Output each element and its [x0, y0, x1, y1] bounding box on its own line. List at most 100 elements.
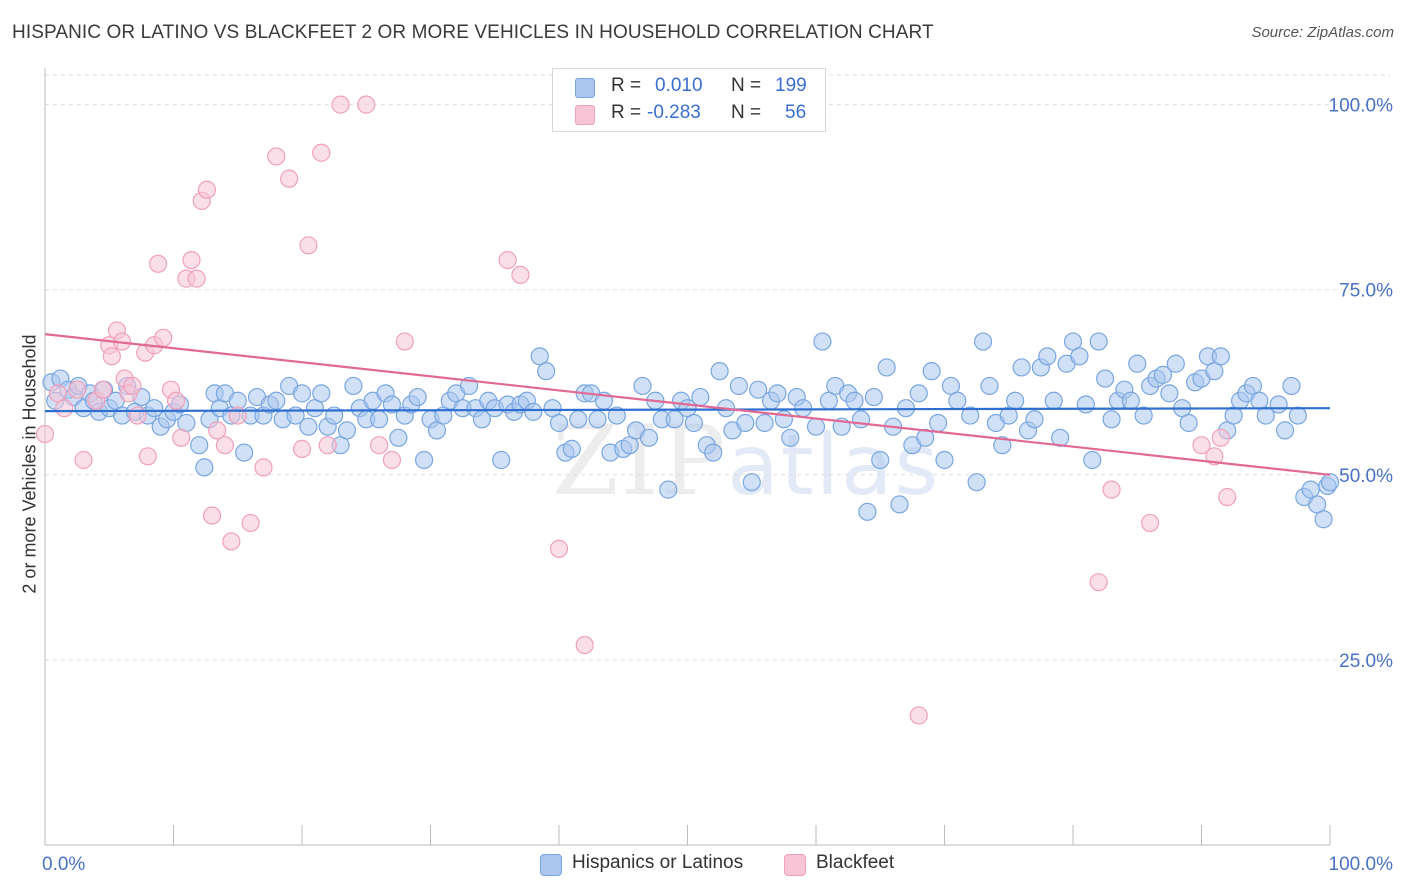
blackfeet-point [370, 436, 389, 455]
hispanics-point [633, 376, 652, 396]
blackfeet-point [511, 265, 530, 285]
hispanics-point [389, 428, 408, 447]
blackfeet-point [166, 391, 186, 410]
hispanics-point [993, 436, 1012, 455]
hispanics-point [755, 413, 774, 433]
hispanics-point [1288, 406, 1307, 425]
hispanics-point [1076, 395, 1095, 414]
hispanics-point [794, 399, 813, 418]
blackfeet-point [312, 143, 331, 162]
blackfeet-point [35, 424, 55, 444]
blackfeet-point [187, 269, 206, 288]
series-swatch-hispanics [540, 854, 562, 876]
hispanics-point [537, 362, 556, 381]
series-label-hispanics: Hispanics or Latinos [572, 852, 744, 873]
blackfeet-point [280, 169, 299, 188]
blackfeet-point [254, 458, 273, 477]
hispanics-point [370, 410, 389, 429]
blackfeet-point [299, 236, 318, 255]
blackfeet-point [575, 635, 594, 655]
blackfeet-point [148, 254, 168, 273]
hispanics-point [1012, 358, 1031, 377]
hispanics-point [928, 413, 948, 433]
hispanics-point [813, 332, 832, 351]
blackfeet-point [55, 399, 74, 418]
legend-r-value: -0.283 [647, 102, 701, 123]
hispanics-point [299, 417, 318, 436]
hispanics-point [980, 376, 999, 396]
hispanics-point [890, 495, 909, 514]
hispanics-point [742, 473, 761, 492]
blackfeet-point [1218, 487, 1237, 507]
hispanics-point [1282, 376, 1301, 396]
hispanics-point [845, 391, 864, 410]
blackfeet-point [357, 95, 376, 114]
hispanics-point [1179, 413, 1198, 433]
hispanics-point [864, 387, 883, 407]
hispanics-point [768, 384, 787, 403]
hispanics-point [973, 332, 993, 351]
hispanics-point [235, 443, 254, 462]
hispanics-point [292, 384, 312, 403]
blackfeet-point [93, 380, 112, 399]
hispanics-point [1038, 347, 1057, 366]
hispanics-point [916, 428, 935, 447]
hispanics-point [1134, 406, 1153, 425]
hispanics-point [858, 502, 877, 521]
blackfeet-trend-line [44, 333, 1331, 476]
hispanics-point [1153, 365, 1173, 384]
blackfeet-point [202, 506, 222, 525]
hispanics-point [710, 362, 729, 381]
hispanics-point [1083, 450, 1102, 470]
legend-n-value: 56 [785, 102, 807, 123]
blackfeet-point [1192, 436, 1211, 455]
hispanics-point [736, 413, 755, 433]
hispanics-point [312, 384, 331, 403]
hispanics-point [1121, 391, 1140, 410]
blackfeet-point [68, 380, 87, 399]
hispanics-point [691, 387, 710, 407]
hispanics-point [1128, 354, 1147, 373]
hispanics-point [562, 439, 581, 458]
legend-swatch-blackfeet [575, 105, 595, 125]
blackfeet-point [498, 250, 517, 270]
hispanics-point [1166, 354, 1185, 373]
blackfeet-point [292, 439, 312, 458]
hispanics-point [1320, 473, 1340, 492]
hispanics-point [877, 358, 896, 377]
blackfeet-point [222, 532, 241, 551]
blackfeet-point [549, 539, 569, 558]
hispanics-point [607, 406, 626, 425]
y-tick-label: 25.0% [1339, 651, 1393, 672]
hispanics-point [408, 387, 427, 407]
trend-lines [44, 333, 1331, 476]
hispanics-point [1102, 410, 1121, 429]
hispanics-point [781, 428, 800, 447]
hispanics-point [639, 428, 659, 447]
hispanics-point [1160, 384, 1179, 403]
chart-title: HISPANIC OR LATINO VS BLACKFEET 2 OR MOR… [12, 22, 934, 43]
hispanics-point [659, 480, 678, 499]
hispanics-point [684, 413, 704, 433]
hispanics-point [267, 391, 286, 410]
x-tick-label: 0.0% [42, 854, 85, 875]
hispanics-point [909, 384, 928, 403]
y-tick-label: 50.0% [1339, 466, 1393, 487]
hispanics-point [1096, 369, 1115, 388]
hispanics-point [729, 376, 749, 396]
blackfeet-point [215, 436, 234, 455]
series-label-blackfeet: Blackfeet [816, 852, 895, 873]
blackfeet-point [154, 328, 173, 347]
hispanics-point [1025, 410, 1044, 429]
blackfeet-point [1205, 447, 1224, 466]
blackfeet-point [102, 347, 121, 366]
blackfeet-point [331, 95, 350, 114]
blackfeet-point [1211, 428, 1230, 447]
hispanics-point [569, 410, 588, 429]
blackfeet-point [382, 450, 402, 470]
blackfeet-point [172, 428, 191, 447]
blackfeet-point [123, 376, 142, 396]
hispanics-point [871, 450, 890, 470]
hispanics-point [145, 399, 164, 418]
chart-source: Source: ZipAtlas.com [1251, 24, 1394, 41]
